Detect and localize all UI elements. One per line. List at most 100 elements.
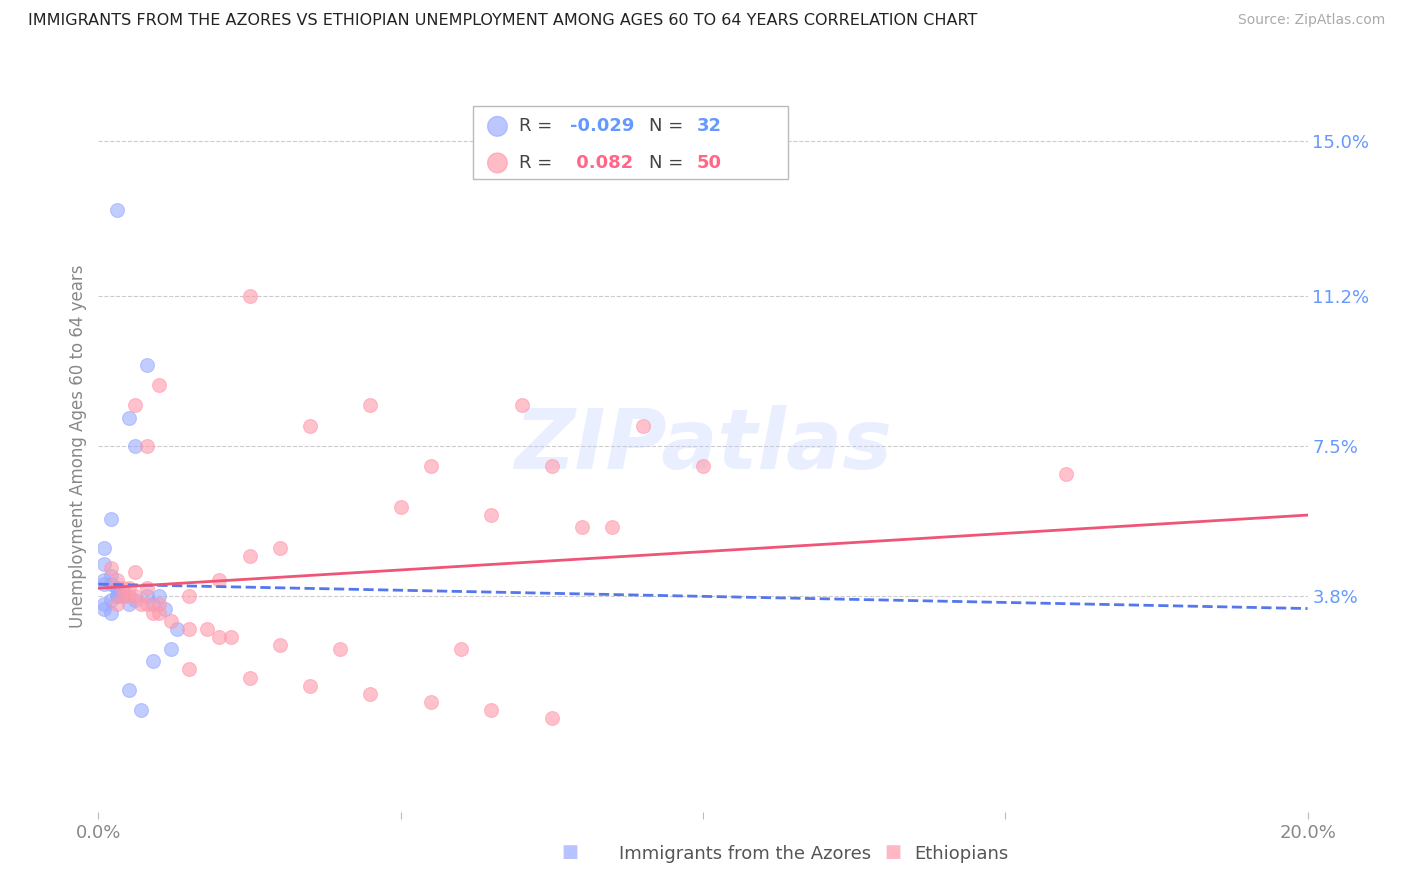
Point — [179, 622, 201, 636]
Point — [148, 606, 170, 620]
Point — [692, 459, 714, 474]
Point — [179, 663, 201, 677]
Point — [1054, 467, 1077, 482]
Point — [153, 601, 176, 615]
Point — [93, 577, 115, 591]
Point — [631, 418, 654, 433]
Point — [124, 439, 146, 453]
Text: R =: R = — [519, 154, 558, 172]
Point — [269, 638, 291, 652]
Point — [148, 590, 170, 604]
Point — [124, 590, 146, 604]
Point — [105, 573, 128, 587]
Point — [100, 561, 122, 575]
Point — [160, 642, 183, 657]
Point — [135, 358, 157, 372]
Point — [100, 606, 122, 620]
Point — [118, 682, 141, 697]
Point — [93, 557, 115, 571]
Point — [481, 508, 503, 522]
Point — [105, 590, 128, 604]
Point — [93, 601, 115, 615]
Point — [111, 585, 134, 599]
FancyBboxPatch shape — [474, 106, 787, 179]
Point — [93, 541, 115, 555]
Point — [269, 541, 291, 555]
Point — [118, 410, 141, 425]
Point — [208, 573, 231, 587]
Point — [510, 398, 533, 412]
Point — [105, 590, 128, 604]
Point — [111, 581, 134, 595]
Point — [93, 598, 115, 612]
Point — [571, 520, 593, 534]
Point — [160, 614, 183, 628]
Point — [420, 459, 443, 474]
Text: IMMIGRANTS FROM THE AZORES VS ETHIOPIAN UNEMPLOYMENT AMONG AGES 60 TO 64 YEARS C: IMMIGRANTS FROM THE AZORES VS ETHIOPIAN … — [28, 13, 977, 29]
Text: 50: 50 — [697, 154, 721, 172]
Point — [124, 593, 146, 607]
Point — [111, 590, 134, 604]
Point — [329, 642, 352, 657]
Point — [93, 573, 115, 587]
Point — [450, 642, 472, 657]
Point — [148, 378, 170, 392]
Point — [179, 590, 201, 604]
Point — [540, 711, 562, 725]
Point — [111, 590, 134, 604]
Point — [129, 703, 152, 717]
Point — [129, 598, 152, 612]
Point — [360, 398, 382, 412]
Text: ■: ■ — [884, 843, 901, 861]
Point — [100, 512, 122, 526]
Point — [118, 581, 141, 595]
Point — [389, 500, 412, 514]
Point — [602, 520, 624, 534]
Text: N =: N = — [648, 118, 689, 136]
Point — [135, 581, 157, 595]
Point — [100, 593, 122, 607]
Ellipse shape — [488, 117, 508, 136]
Text: -0.029: -0.029 — [569, 118, 634, 136]
Point — [135, 439, 157, 453]
Point — [195, 622, 218, 636]
Point — [100, 577, 122, 591]
Point — [118, 590, 141, 604]
Point — [142, 606, 165, 620]
Text: 32: 32 — [697, 118, 721, 136]
Point — [239, 671, 262, 685]
Point — [148, 598, 170, 612]
Point — [166, 622, 188, 636]
Point — [105, 581, 128, 595]
Point — [420, 695, 443, 709]
Text: ZIPatlas: ZIPatlas — [515, 406, 891, 486]
Point — [221, 630, 243, 644]
Point — [135, 598, 157, 612]
Text: ■: ■ — [561, 843, 578, 861]
Point — [135, 590, 157, 604]
Point — [124, 398, 146, 412]
Point — [105, 598, 128, 612]
Text: Immigrants from the Azores: Immigrants from the Azores — [619, 846, 870, 863]
Point — [118, 598, 141, 612]
Point — [239, 549, 262, 563]
Ellipse shape — [488, 153, 508, 173]
Text: R =: R = — [519, 118, 558, 136]
Point — [105, 581, 128, 595]
Point — [481, 703, 503, 717]
Text: Source: ZipAtlas.com: Source: ZipAtlas.com — [1237, 13, 1385, 28]
Point — [208, 630, 231, 644]
Point — [124, 565, 146, 579]
Point — [239, 288, 262, 302]
Point — [299, 418, 322, 433]
Point — [142, 654, 165, 668]
Point — [299, 679, 322, 693]
Y-axis label: Unemployment Among Ages 60 to 64 years: Unemployment Among Ages 60 to 64 years — [69, 264, 87, 628]
Point — [540, 459, 562, 474]
Point — [100, 569, 122, 583]
Text: N =: N = — [648, 154, 689, 172]
Text: 0.082: 0.082 — [569, 154, 633, 172]
Point — [105, 203, 128, 218]
Text: Ethiopians: Ethiopians — [914, 846, 1008, 863]
Point — [142, 598, 165, 612]
